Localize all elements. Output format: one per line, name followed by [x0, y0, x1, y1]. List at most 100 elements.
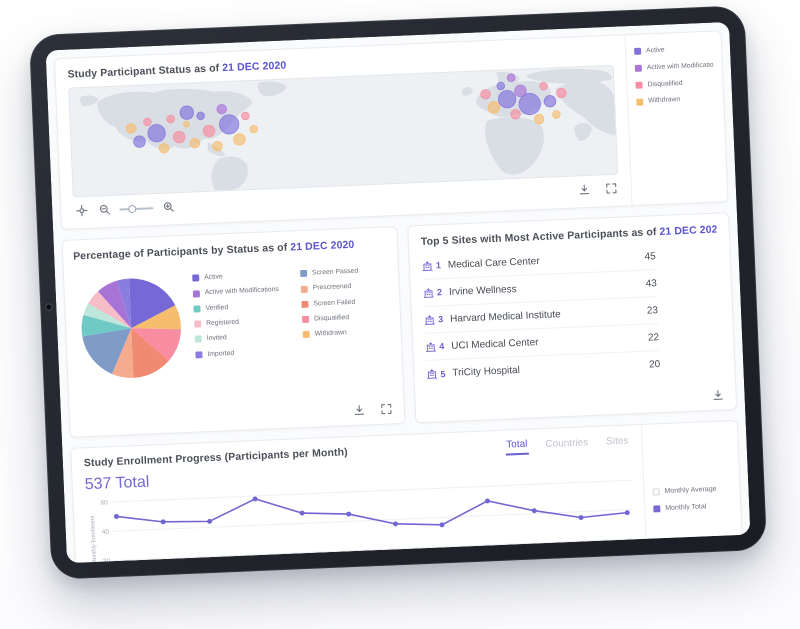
top-sites-date: 21 DEC 2020: [659, 223, 717, 238]
legend-swatch: [636, 98, 644, 106]
legend-label: Active: [204, 273, 223, 282]
legend-swatch: [299, 269, 308, 278]
top-sites-title: Top 5 Sites with Most Active Participant…: [421, 224, 717, 248]
map-download-button[interactable]: [576, 182, 593, 198]
hospital-icon: [424, 314, 435, 325]
svg-text:60: 60: [100, 499, 108, 506]
site-row[interactable]: 3 Harvard Medical Institute 23: [423, 297, 659, 334]
site-rank: 1: [435, 260, 442, 271]
legend-label: Disqualified: [313, 314, 350, 323]
legend-item: Verified: [193, 301, 293, 313]
zoom-out-button[interactable]: [96, 202, 113, 218]
svg-text:Monthly Enrollment: Monthly Enrollment: [90, 515, 98, 563]
legend-item: Withdrawn: [302, 328, 383, 339]
sites-list: 1 Medical Care Center 45 2 Irvine Wellness 43…: [421, 243, 660, 388]
middle-row: Percentage of Participants by Status as …: [61, 212, 738, 438]
site-count: 20: [648, 359, 661, 371]
download-icon: [713, 390, 723, 401]
pie-legend-col-1: Active Active with Modifications Verified R…: [192, 262, 297, 380]
pie-body: Active Active with Modifications Verified R…: [74, 258, 392, 385]
world-map[interactable]: [68, 64, 619, 198]
legend-label: Screen Failed: [313, 298, 356, 308]
zoom-out-icon: [99, 204, 110, 215]
legend-swatch: [193, 305, 201, 313]
pie-card-actions: [351, 401, 395, 418]
legend-swatch: [302, 331, 310, 339]
legend-label: Registered: [205, 318, 240, 327]
site-row[interactable]: 4 UCI Medical Center 22: [424, 324, 660, 361]
legend-item: Screen Passed: [299, 267, 380, 278]
site-count: 43: [645, 277, 658, 290]
hospital-icon: [422, 260, 433, 271]
map-card-main: Study Participant Status as of 21 DEC 202…: [55, 35, 632, 229]
site-name: Harvard Medical Institute: [449, 308, 561, 325]
line-chart: 20 40 60 Monthly Enrollment: [90, 479, 635, 563]
tab-sites[interactable]: Sites: [605, 434, 630, 451]
legend-item: Disqualified: [301, 313, 382, 324]
site-name: UCI Medical Center: [451, 336, 539, 352]
participant-status-card: Study Participant Status as of 21 DEC 202…: [53, 30, 729, 231]
legend-label: Imported: [207, 349, 235, 358]
pie-card-date: 21 DEC 2020: [290, 238, 355, 254]
map-fullscreen-button[interactable]: [603, 181, 620, 197]
participant-status-title-text: Study Participant Status as of: [67, 62, 220, 81]
zoom-slider-knob[interactable]: [128, 204, 137, 213]
map-controls: [73, 181, 619, 219]
legend-label: Verified: [205, 303, 229, 312]
participant-status-date: 21 DEC 2020: [221, 59, 287, 75]
site-rank: 4: [439, 341, 445, 352]
zoom-slider[interactable]: [119, 203, 154, 214]
sites-download-button[interactable]: [709, 387, 726, 403]
tablet-camera-icon: [46, 304, 52, 310]
svg-text:20: 20: [103, 558, 111, 563]
participants-by-status-card: Percentage of Participants by Status as …: [61, 225, 406, 438]
legend-item: Monthly Total: [653, 502, 732, 513]
enrollment-title: Study Enrollment Progress (Participants …: [83, 446, 348, 470]
pie-chart: [81, 278, 181, 378]
legend-label: Active with Modifications: [204, 286, 279, 297]
legend-swatch: [633, 47, 642, 56]
tablet-device: Study Participant Status as of 21 DEC 202…: [28, 5, 768, 580]
site-row[interactable]: 5 TriCity Hospital 20: [426, 351, 661, 388]
hospital-icon: [425, 341, 436, 352]
legend-label: Disqualified: [647, 79, 683, 88]
legend-label: Invited: [206, 334, 227, 343]
legend-swatch: [635, 81, 643, 89]
site-name: Medical Care Center: [447, 255, 540, 271]
legend-item: Active with Modifications: [192, 286, 293, 298]
enrollment-progress-card: Study Enrollment Progress (Participants …: [70, 419, 744, 564]
pie-download-button[interactable]: [351, 402, 368, 418]
map-legend: Active Active with Modifications Disqualif…: [624, 31, 728, 206]
tab-total[interactable]: Total: [505, 438, 529, 456]
legend-item: Prescreened: [300, 282, 381, 293]
legend-item: Screen Failed: [301, 297, 381, 308]
legend-item: Registered: [194, 316, 294, 328]
map-svg: [79, 68, 616, 191]
top-sites-card: Top 5 Sites with Most Active Participant…: [407, 212, 738, 424]
site-rank: 3: [437, 314, 444, 325]
site-rank: 2: [436, 287, 443, 298]
svg-text:40: 40: [102, 529, 110, 536]
pie-fullscreen-button[interactable]: [378, 401, 395, 417]
legend-swatch: [301, 300, 309, 308]
pan-button[interactable]: [73, 203, 90, 219]
site-count: 23: [646, 304, 659, 317]
zoom-in-button[interactable]: [160, 199, 177, 215]
site-row[interactable]: 2 Irvine Wellness 43: [422, 270, 658, 307]
legend-item: Invited: [194, 332, 295, 344]
legend-label: Screen Passed: [311, 267, 359, 277]
legend-swatch: [195, 350, 203, 359]
line-legend: Monthly Average Monthly Total: [640, 420, 743, 555]
legend-swatch: [634, 64, 642, 72]
legend-swatch: [653, 505, 661, 513]
dashboard: Study Participant Status as of 21 DEC 202…: [45, 21, 751, 564]
site-row[interactable]: 1 Medical Care Center 45: [421, 243, 657, 280]
tab-countries[interactable]: Countries: [544, 436, 589, 454]
download-icon: [579, 184, 589, 195]
legend-item: Active: [633, 45, 713, 56]
legend-item: Disqualified: [635, 78, 714, 89]
legend-swatch: [192, 289, 201, 298]
site-name: TriCity Hospital: [452, 364, 521, 379]
legend-item: Imported: [195, 347, 295, 359]
